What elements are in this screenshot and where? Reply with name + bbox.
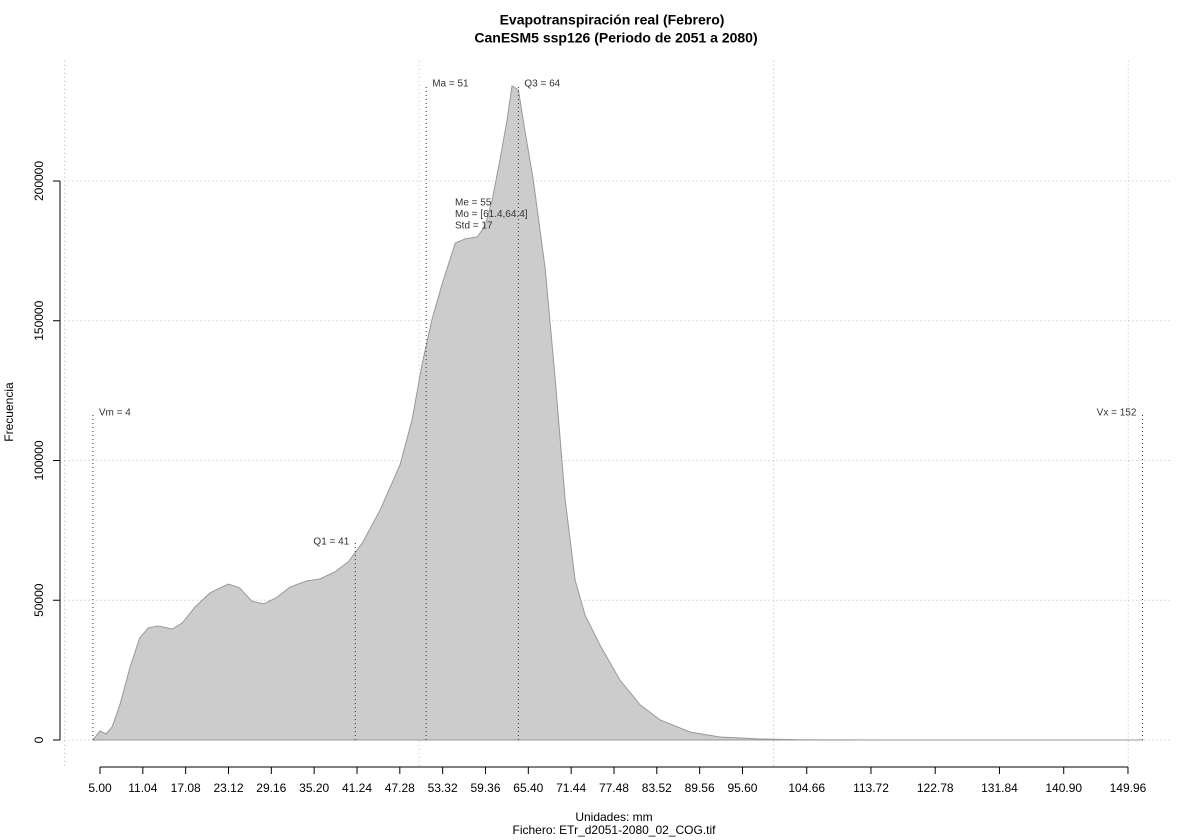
- annotation-label: Q1 = 41: [313, 537, 349, 548]
- chart-subtitle: CanESM5 ssp126 (Periodo de 2051 a 2080): [474, 30, 757, 46]
- x-tick-label: 140.90: [1045, 781, 1082, 795]
- y-tick-label: 200000: [32, 161, 46, 201]
- x-tick-label: 122.78: [917, 781, 954, 795]
- caption: Fichero: ETr_d2051-2080_02_COG.tif: [513, 823, 717, 837]
- x-tick-label: 47.28: [385, 781, 415, 795]
- x-tick-label: 11.04: [128, 781, 157, 795]
- x-tick-label: 131.84: [981, 781, 1018, 795]
- x-axis-label: Unidades: mm: [575, 810, 652, 824]
- x-tick-label: 71.44: [556, 781, 586, 795]
- y-tick-label: 150000: [32, 300, 46, 340]
- stats-label: Me = 55: [455, 198, 492, 209]
- x-tick-label: 113.72: [853, 781, 889, 795]
- x-tick-label: 53.32: [428, 781, 458, 795]
- x-tick-label: 41.24: [342, 781, 372, 795]
- stats-label: Mo = [61.4,64.4]: [455, 209, 528, 220]
- annotation-label: Ma = 51: [432, 79, 469, 90]
- y-tick-label: 0: [32, 736, 46, 743]
- x-tick-label: 59.36: [470, 781, 500, 795]
- x-tick-label: 5.00: [88, 781, 112, 795]
- x-tick-label: 104.66: [788, 781, 825, 795]
- annotation-label: Vm = 4: [99, 408, 131, 419]
- x-tick-label: 35.20: [299, 781, 329, 795]
- y-tick-label: 100000: [32, 440, 46, 480]
- x-tick-label: 149.96: [1110, 781, 1147, 795]
- x-tick-label: 23.12: [213, 781, 243, 795]
- chart-title: Evapotranspiración real (Febrero): [500, 12, 725, 28]
- y-tick-label: 50000: [32, 583, 46, 617]
- stats-label: Std = 17: [455, 221, 493, 232]
- annotation-label: Vx = 152: [1097, 408, 1137, 419]
- x-tick-label: 29.16: [256, 781, 286, 795]
- density-area: [92, 85, 1143, 741]
- annotation-label: Q3 = 64: [524, 79, 560, 90]
- x-tick-label: 17.08: [171, 781, 201, 795]
- x-tick-label: 95.60: [727, 781, 757, 795]
- x-tick-label: 83.52: [642, 781, 672, 795]
- y-axis-label: Frecuencia: [2, 382, 16, 442]
- x-tick-label: 89.56: [685, 781, 715, 795]
- x-tick-label: 77.48: [599, 781, 629, 795]
- x-tick-label: 65.40: [513, 781, 543, 795]
